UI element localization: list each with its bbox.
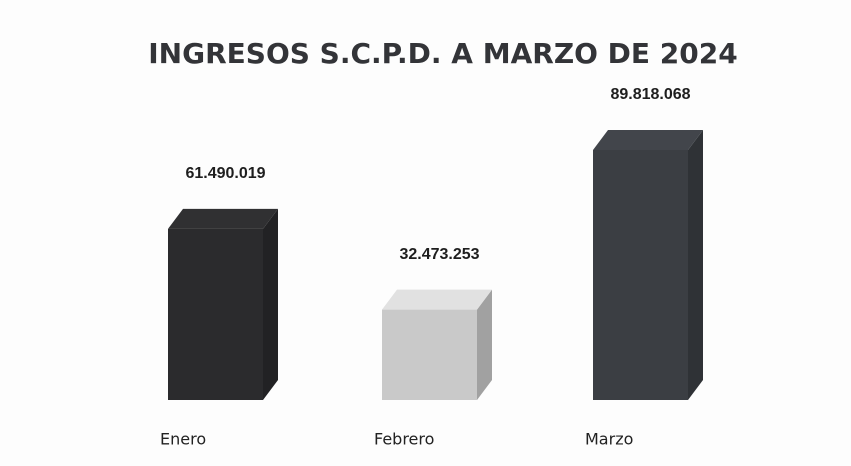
value-label: 32.473.253	[399, 246, 479, 263]
x-tick-label: Febrero	[374, 430, 434, 449]
value-label: 89.818.068	[610, 86, 690, 103]
x-tick-label: Marzo	[585, 430, 633, 449]
bar-top	[168, 208, 278, 229]
bar-3d	[593, 130, 703, 400]
bar-3d	[382, 289, 492, 400]
value-label: 61.490.019	[185, 165, 265, 182]
bar-side	[688, 130, 703, 400]
chart-title: INGRESOS S.C.P.D. A MARZO DE 2024	[148, 37, 737, 70]
bar-side	[263, 208, 278, 400]
bar	[168, 228, 263, 400]
bar	[382, 309, 477, 400]
x-tick-label: Enero	[160, 430, 206, 449]
bar-top	[382, 289, 492, 310]
bar-top	[593, 130, 703, 150]
bar	[593, 150, 688, 400]
bar-3d	[168, 208, 278, 400]
bar-side	[477, 289, 492, 400]
